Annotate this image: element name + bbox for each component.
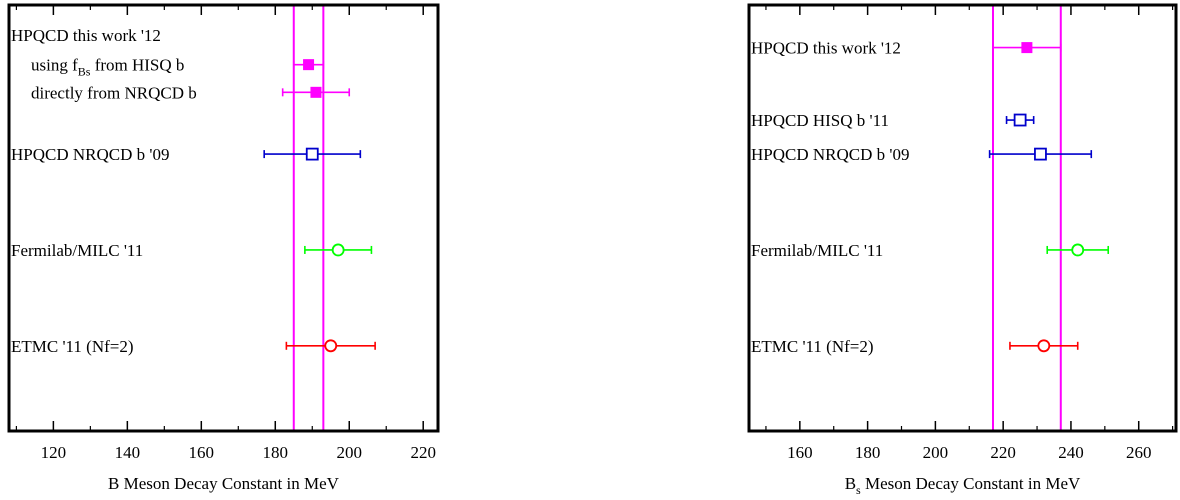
x-tick-label: 260 xyxy=(1126,443,1152,462)
marker-open-square xyxy=(1034,147,1047,161)
marker-filled-square xyxy=(303,59,315,71)
data-point: Fermilab/MILC '11 xyxy=(11,241,373,260)
data-point: HPQCD HISQ b '11 xyxy=(751,111,1035,130)
x-tick-label: 200 xyxy=(923,443,949,462)
plot-frame xyxy=(7,3,440,433)
x-tick-label: 200 xyxy=(336,443,362,462)
x-tick-label: 180 xyxy=(263,443,289,462)
row-label: HPQCD HISQ b '11 xyxy=(751,111,889,130)
data-point: HPQCD NRQCD b '09 xyxy=(751,145,1093,164)
x-tick-label: 220 xyxy=(410,443,436,462)
data-point: HPQCD NRQCD b '09 xyxy=(11,145,362,164)
x-axis-label: Bs Meson Decay Constant in MeV xyxy=(845,474,1081,497)
x-tick-label: 120 xyxy=(41,443,67,462)
row-label: Fermilab/MILC '11 xyxy=(751,241,883,260)
x-tick-label: 160 xyxy=(787,443,813,462)
chart-panel-b-meson: 120 140 160 180 200 220 B Meson Decay Constant… xyxy=(7,3,440,493)
data-point: Fermilab/MILC '11 xyxy=(751,241,1110,260)
row-label: HPQCD this work '12 xyxy=(11,26,161,45)
marker-open-square xyxy=(305,147,319,161)
x-tick-label: 180 xyxy=(855,443,881,462)
x-tick-label: 240 xyxy=(1058,443,1084,462)
row-label: ETMC '11 (Nf=2) xyxy=(751,337,874,356)
data-point xyxy=(281,86,351,98)
chart-panel-bs-meson: 160 180 200 220 240 260 Bs Meson Decay Constan… xyxy=(747,3,1178,497)
plot-frame xyxy=(747,3,1178,433)
x-axis-label: B Meson Decay Constant in MeV xyxy=(108,474,340,493)
x-tick-label: 220 xyxy=(990,443,1016,462)
row-label: Fermilab/MILC '11 xyxy=(11,241,143,260)
row-label: HPQCD this work '12 xyxy=(751,39,901,58)
marker-open-circle xyxy=(331,243,345,257)
marker-filled-square xyxy=(310,86,322,98)
data-point xyxy=(292,59,325,71)
marker-open-square xyxy=(1013,113,1027,127)
data-point: ETMC '11 (Nf=2) xyxy=(751,337,1079,356)
marker-open-circle xyxy=(1071,243,1085,257)
row-label: ETMC '11 (Nf=2) xyxy=(11,337,134,356)
marker-open-circle xyxy=(324,339,338,353)
row-label: using fBs from HISQ b xyxy=(31,56,184,79)
data-point: ETMC '11 (Nf=2) xyxy=(11,337,376,356)
data-point: HPQCD this work '12 xyxy=(751,39,1062,58)
x-tick-label: 160 xyxy=(189,443,215,462)
row-label: directly from NRQCD b xyxy=(31,83,197,102)
marker-filled-square xyxy=(1021,42,1033,54)
row-label: HPQCD NRQCD b '09 xyxy=(11,145,169,164)
x-tick-label: 140 xyxy=(115,443,141,462)
marker-open-circle xyxy=(1037,339,1051,353)
row-label: HPQCD NRQCD b '09 xyxy=(751,145,909,164)
